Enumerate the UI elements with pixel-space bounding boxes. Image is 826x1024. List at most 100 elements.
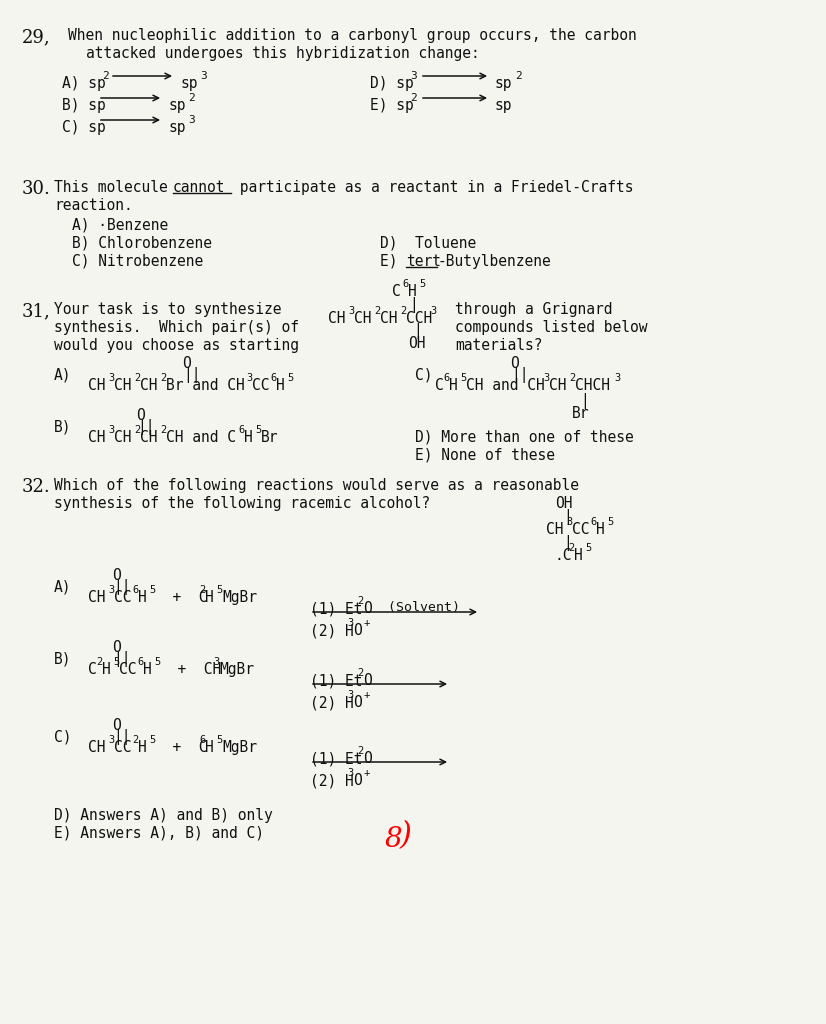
Text: 6: 6 [132,585,138,595]
Text: 2: 2 [357,668,363,678]
Text: |: | [563,509,572,525]
Text: reaction.: reaction. [54,198,133,213]
Text: 6: 6 [443,373,449,383]
Text: D) sp: D) sp [370,76,414,91]
Text: -Butylbenzene: -Butylbenzene [437,254,551,269]
Text: O: O [353,695,362,710]
Text: cannot: cannot [173,180,225,195]
Text: 5: 5 [255,425,261,435]
Text: 5: 5 [149,585,155,595]
Text: OH: OH [408,336,425,351]
Text: |: | [413,323,422,339]
Text: CH: CH [140,430,158,445]
Text: 2: 2 [134,373,140,383]
Text: 2: 2 [102,71,109,81]
Text: attacked undergoes this hybridization change:: attacked undergoes this hybridization ch… [86,46,480,61]
Text: E) None of these: E) None of these [415,449,555,463]
Text: 5: 5 [419,279,425,289]
Text: CH: CH [546,522,563,537]
Text: 2: 2 [515,71,522,81]
Text: A): A) [54,580,72,595]
Text: C): C) [54,730,72,745]
Text: 6: 6 [270,373,276,383]
Text: C: C [88,662,97,677]
Text: H: H [102,662,111,677]
Text: 2: 2 [134,425,140,435]
Text: CH: CH [88,740,106,755]
Text: 5: 5 [149,735,155,745]
Text: 8: 8 [385,826,402,853]
Text: D) More than one of these: D) More than one of these [415,430,634,445]
Text: 6: 6 [137,657,143,667]
Text: C) sp: C) sp [62,120,106,135]
Text: 2: 2 [132,735,138,745]
Text: C: C [435,378,444,393]
Text: 3: 3 [410,71,417,81]
Text: CC: CC [114,590,131,605]
Text: materials?: materials? [455,338,543,353]
Text: sp: sp [495,98,512,113]
Text: 31,: 31, [22,302,50,319]
Text: 3: 3 [108,735,114,745]
Text: E) sp: E) sp [370,98,414,113]
Text: 5: 5 [460,373,466,383]
Text: 2: 2 [374,306,380,316]
Text: Br: Br [572,406,590,421]
Text: 2: 2 [96,657,102,667]
Text: Which of the following reactions would serve as a reasonable: Which of the following reactions would s… [54,478,579,493]
Text: ||: || [137,419,154,435]
Text: 3: 3 [246,373,252,383]
Text: CH: CH [88,430,106,445]
Text: (2) H: (2) H [310,623,354,638]
Text: CH: CH [549,378,567,393]
Text: 2: 2 [160,373,166,383]
Text: 3: 3 [543,373,549,383]
Text: 3: 3 [347,768,354,778]
Text: E): E) [380,254,406,269]
Text: 6: 6 [590,517,596,527]
Text: 2: 2 [568,543,574,553]
Text: O: O [363,601,372,616]
Text: H: H [449,378,458,393]
Text: 5: 5 [585,543,591,553]
Text: O: O [353,773,362,788]
Text: H: H [276,378,285,393]
Text: 2: 2 [199,585,205,595]
Text: MgBr: MgBr [222,740,257,755]
Text: OH: OH [555,496,572,511]
Text: sp: sp [168,98,186,113]
Text: sp: sp [180,76,197,91]
Text: O: O [363,751,372,766]
Text: CC: CC [119,662,136,677]
Text: 2: 2 [569,373,575,383]
Text: O: O [363,673,372,688]
Text: H: H [596,522,605,537]
Text: 3: 3 [200,71,206,81]
Text: +  C: + C [155,590,207,605]
Text: CCH: CCH [406,311,432,326]
Text: 3: 3 [430,306,436,316]
Text: 5: 5 [113,657,119,667]
Text: D) Answers A) and B) only: D) Answers A) and B) only [54,808,273,823]
Text: MgBr: MgBr [219,662,254,677]
Text: D)  Toluene: D) Toluene [380,236,477,251]
Text: B) Chlorobenzene: B) Chlorobenzene [72,236,212,251]
Text: 2: 2 [357,746,363,756]
Text: 32.: 32. [22,478,50,496]
Text: .C: .C [554,548,572,563]
Text: CH and CH: CH and CH [466,378,545,393]
Text: CH: CH [88,378,106,393]
Text: sp: sp [168,120,186,135]
Text: CH: CH [114,378,131,393]
Text: CHCH: CHCH [575,378,610,393]
Text: O: O [136,408,145,423]
Text: +: + [364,768,370,778]
Text: 5: 5 [154,657,160,667]
Text: CH and C: CH and C [166,430,236,445]
Text: 5: 5 [216,585,222,595]
Text: (Solvent): (Solvent) [380,601,460,614]
Text: ): ) [400,820,412,851]
Text: 3: 3 [348,306,354,316]
Text: would you choose as starting: would you choose as starting [54,338,299,353]
Text: B): B) [54,652,72,667]
